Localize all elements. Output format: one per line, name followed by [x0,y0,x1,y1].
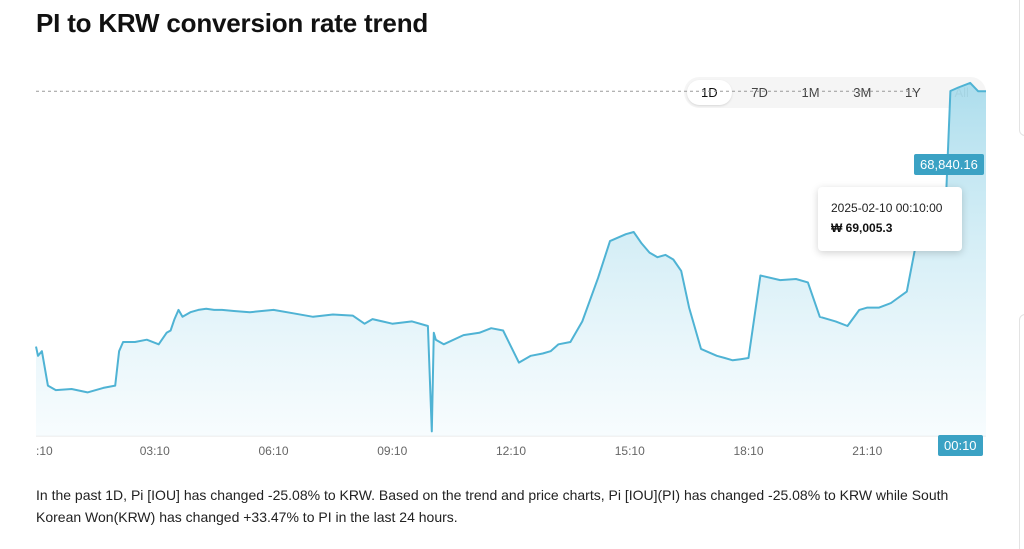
current-time-tag: 00:10 [938,435,983,456]
tab-1d[interactable]: 1D [687,80,732,105]
tab-7d[interactable]: 7D [751,85,768,100]
chart-tooltip: 2025-02-10 00:10:00 ₩ 69,005.3 [818,187,962,251]
side-card-top [1019,0,1024,136]
x-tick-label: :10 [36,444,53,458]
x-tick-label: 18:10 [733,444,763,458]
price-area-fill [36,82,986,437]
x-tick-label: 12:10 [496,444,526,458]
tab-1m[interactable]: 1M [801,85,820,100]
x-tick-label: 21:10 [852,444,882,458]
time-range-selector: 1D7D1M3M1YAll [684,77,986,108]
side-card-bottom [1019,314,1024,549]
tooltip-value: ₩ 69,005.3 [831,221,893,235]
trend-description: In the past 1D, Pi [IOU] has changed -25… [36,487,949,525]
x-tick-label: 09:10 [377,444,407,458]
page-title: PI to KRW conversion rate trend [36,8,429,38]
tooltip-date: 2025-02-10 00:10:00 [831,201,943,215]
x-tick-label: 06:10 [258,444,288,458]
tab-3m[interactable]: 3M [853,85,872,100]
x-tick-label: 03:10 [140,444,170,458]
x-tick-label: 15:10 [615,444,645,458]
x-axis-tick-labels: :10 03:10 06:10 09:10 12:10 15:10 18:10 21:10 [36,444,883,458]
current-price-tag: 68,840.16 [914,154,984,175]
conversion-rate-chart: :10 03:10 06:10 09:10 12:10 15:10 18:10 21:10 [35,81,986,458]
price-series-line [35,81,986,433]
tab-1y[interactable]: 1Y [904,85,921,100]
